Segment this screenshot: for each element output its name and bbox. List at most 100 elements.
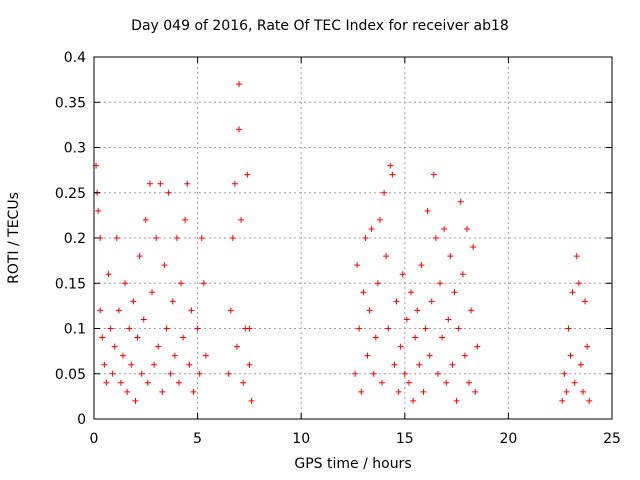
data-point [428, 298, 435, 305]
data-point [414, 307, 421, 314]
y-tick-label: 0 [77, 412, 86, 428]
data-point [370, 370, 377, 377]
data-point [474, 343, 481, 350]
data-point [437, 280, 444, 287]
data-point [434, 370, 441, 377]
data-point [144, 379, 151, 386]
data-point [180, 334, 187, 341]
data-point [138, 370, 145, 377]
data-point [171, 352, 178, 359]
data-point [405, 379, 412, 386]
data-point [136, 253, 143, 260]
data-point [586, 397, 593, 404]
data-point [463, 225, 470, 232]
data-point [227, 307, 234, 314]
data-point [358, 388, 365, 395]
data-point [472, 388, 479, 395]
data-point [395, 388, 402, 395]
x-axis-ticks: 0 5 10 15 20 25 [90, 57, 621, 447]
x-axis-label: GPS time / hours [294, 456, 412, 472]
data-point [561, 370, 568, 377]
data-point [122, 280, 129, 287]
data-point [109, 370, 116, 377]
data-point [190, 388, 197, 395]
data-point [149, 289, 156, 296]
data-point [244, 171, 251, 178]
data-point [200, 280, 207, 287]
data-point [101, 361, 108, 368]
y-tick-label: 0.35 [55, 95, 86, 111]
data-point [372, 334, 379, 341]
data-point [418, 262, 425, 269]
data-point [95, 207, 102, 214]
data-point [186, 361, 193, 368]
data-point [163, 325, 170, 332]
data-point [459, 271, 466, 278]
data-point [97, 307, 104, 314]
data-point [155, 343, 162, 350]
data-point [441, 225, 448, 232]
data-point [381, 189, 388, 196]
grid-lines [94, 57, 612, 419]
data-point [167, 370, 174, 377]
data-point [169, 298, 176, 305]
data-point [401, 370, 408, 377]
y-axis-ticks: 0 0.05 0.1 0.15 0.2 0.25 0.3 0.35 0.4 [55, 50, 612, 428]
data-point [468, 307, 475, 314]
data-point [449, 361, 456, 368]
data-point [132, 397, 139, 404]
chart-title: Day 049 of 2016, Rate Of TEC Index for r… [131, 18, 509, 34]
data-point [389, 171, 396, 178]
data-point [178, 280, 185, 287]
data-point [466, 379, 473, 386]
data-point [563, 388, 570, 395]
data-point [236, 81, 243, 88]
data-point [120, 352, 127, 359]
data-point [453, 397, 460, 404]
data-point [366, 307, 373, 314]
data-point [360, 289, 367, 296]
data-point [236, 126, 243, 133]
data-point [229, 235, 236, 241]
data-point [113, 235, 120, 241]
data-point [105, 271, 112, 278]
data-point [582, 298, 589, 305]
data-point [231, 180, 238, 187]
data-point [99, 334, 106, 341]
data-point [142, 216, 149, 223]
data-point [240, 379, 247, 386]
data-point [374, 280, 381, 287]
data-point [115, 307, 122, 314]
y-tick-label: 0.05 [55, 367, 86, 383]
data-point [184, 180, 191, 187]
x-tick-label: 25 [603, 431, 621, 447]
y-tick-label: 0.1 [64, 322, 86, 338]
data-point [393, 298, 400, 305]
y-tick-label: 0.25 [55, 186, 86, 202]
data-point [565, 325, 572, 332]
data-point [124, 388, 131, 395]
data-point [391, 361, 398, 368]
data-point [584, 343, 591, 350]
data-point [426, 352, 433, 359]
data-point [424, 207, 431, 214]
data-point [173, 235, 180, 241]
y-tick-label: 0.15 [55, 276, 86, 292]
data-point [376, 216, 383, 223]
data-point [352, 370, 359, 377]
data-point [182, 216, 189, 223]
data-point [202, 352, 209, 359]
data-point [364, 352, 371, 359]
data-point [107, 325, 114, 332]
data-point [439, 334, 446, 341]
data-point [451, 289, 458, 296]
data-point [128, 361, 135, 368]
data-point [103, 379, 110, 386]
x-tick-label: 15 [396, 431, 414, 447]
y-tick-label: 0.3 [64, 141, 86, 157]
data-point [362, 235, 369, 241]
x-tick-label: 0 [90, 431, 99, 447]
data-point [238, 216, 245, 223]
data-point [567, 352, 574, 359]
